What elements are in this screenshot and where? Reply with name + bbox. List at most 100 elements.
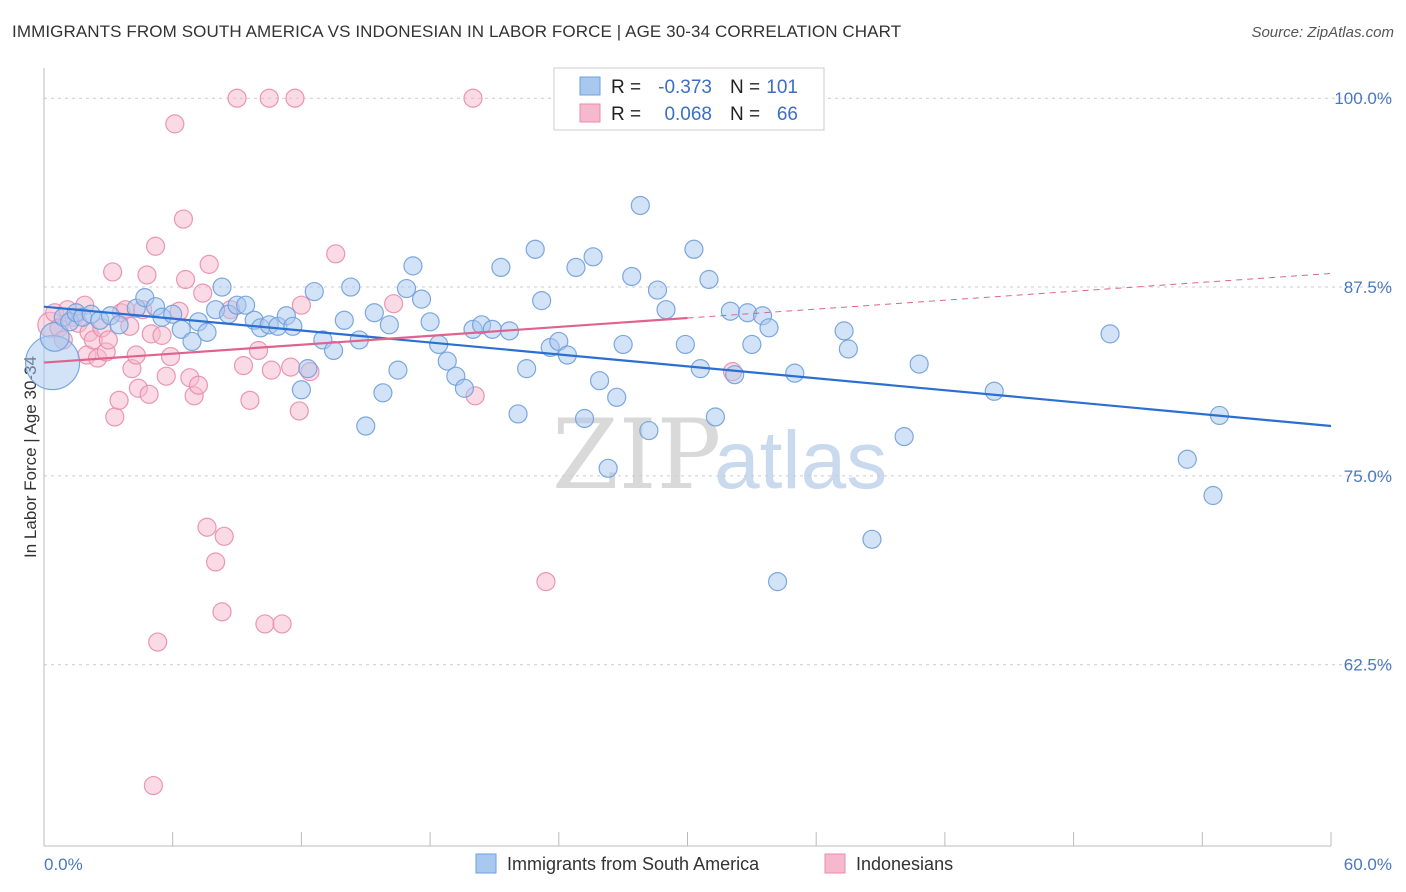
indonesians-point-65: [536, 572, 556, 592]
south-america-point-79: [699, 269, 719, 290]
south-america-point-34: [323, 340, 344, 361]
chart-title: IMMIGRANTS FROM SOUTH AMERICA VS INDONES…: [12, 22, 902, 41]
south-america-point-82: [725, 365, 745, 385]
south-america-point-41: [379, 315, 399, 335]
stats-n-label-pink: N =: [730, 104, 760, 125]
south-america-point-97: [1203, 485, 1223, 506]
trend-line-south-america: [43, 305, 1332, 428]
legend-swatch-pink[interactable]: [824, 853, 846, 874]
legend-label-blue[interactable]: Immigrants from South America: [507, 854, 760, 874]
trend-lines: [43, 272, 1332, 428]
south-america-point-89: [834, 321, 854, 341]
indonesians-point-41: [193, 283, 213, 303]
indonesians-point-50: [240, 390, 260, 410]
indonesians-point-40: [188, 375, 209, 395]
south-america-point-29: [283, 316, 303, 336]
south-america-point-32: [304, 281, 324, 302]
indonesians-point-29: [148, 632, 168, 652]
south-america-point-16: [182, 331, 202, 352]
south-america-point-87: [767, 572, 788, 592]
south-america-point-92: [894, 427, 914, 447]
south-america-point-86: [759, 318, 779, 338]
indonesians-point-63: [463, 88, 483, 108]
indonesians-point-46: [214, 526, 234, 546]
indonesians-point-28: [145, 236, 166, 256]
indonesians-point-53: [259, 88, 279, 108]
south-america-point-65: [583, 247, 603, 267]
south-america-point-71: [630, 195, 650, 216]
stats-r-value-pink: 0.068: [664, 104, 712, 125]
stats-n-label-blue: N =: [730, 77, 760, 98]
south-america-point-39: [364, 303, 384, 323]
y-tick-label-3: 62.5%: [1344, 656, 1392, 675]
south-america-point-84: [742, 334, 762, 355]
south-america-point-88: [785, 363, 805, 383]
watermark-atlas: atlas: [714, 415, 887, 506]
south-america-point-46: [420, 312, 440, 332]
south-america-point-73: [647, 280, 668, 300]
indonesians-point-45: [212, 602, 232, 622]
south-america-point-20: [212, 277, 232, 297]
south-america-point-93: [909, 354, 929, 374]
legend-label-pink[interactable]: Indonesians: [856, 854, 953, 874]
south-america-point-68: [607, 387, 627, 407]
indonesians-point-44: [206, 552, 226, 572]
indonesians-point-54: [261, 360, 281, 380]
y-tick-label-0: 100.0%: [1334, 89, 1392, 108]
indonesians-point-31: [156, 366, 176, 386]
stats-box: R = -0.373 N = 101 R = 0.068 N = 66: [553, 67, 825, 131]
south-america-point-67: [598, 458, 618, 478]
y-tick-label-2: 75.0%: [1344, 467, 1392, 486]
south-america-point-70: [622, 266, 642, 287]
south-america-point-18: [197, 322, 217, 342]
trend-line-indonesians-extension: [687, 272, 1332, 319]
south-america-point-36: [341, 277, 361, 297]
gridlines: [44, 97, 1392, 666]
stats-swatch-blue: [579, 76, 601, 96]
south-america-point-66: [589, 371, 610, 391]
south-america-point-58: [525, 239, 545, 259]
indonesians-point-58: [289, 401, 309, 421]
south-america-point-91: [862, 529, 882, 549]
south-america-point-38: [356, 416, 376, 436]
y-axis-label: In Labor Force | Age 30-34: [21, 356, 40, 558]
south-america-point-77: [684, 239, 704, 259]
legend: Immigrants from South America Indonesian…: [475, 853, 953, 874]
stats-r-label-pink: R =: [611, 104, 641, 125]
indonesians-point-17: [109, 390, 129, 410]
south-america-point-63: [566, 257, 586, 278]
indonesians-point-33: [143, 775, 163, 796]
south-america-point-53: [482, 319, 502, 339]
south-america-point-44: [403, 256, 423, 276]
indonesians-point-48: [227, 88, 247, 108]
indonesians-point-37: [175, 269, 196, 290]
south-america-point-90: [838, 339, 858, 359]
stats-n-value-blue: 101: [766, 77, 798, 98]
south-america-point-50: [454, 378, 475, 398]
south-america-point-80: [705, 407, 725, 427]
stats-r-value-blue: -0.373: [658, 77, 712, 98]
south-america-point-81: [720, 301, 741, 321]
indonesians-point-34: [165, 114, 185, 134]
south-america-point-56: [508, 404, 528, 424]
legend-swatch-blue[interactable]: [475, 853, 497, 874]
indonesians-point-14: [98, 330, 118, 350]
chart-source: Source: ZipAtlas.com: [1251, 24, 1394, 41]
indonesians-point-43: [199, 254, 219, 274]
south-america-point-57: [517, 359, 537, 379]
indonesians-point-16: [105, 407, 125, 427]
south-america-point-9: [109, 315, 129, 335]
south-america-point-31: [298, 359, 318, 379]
south-america-point-43: [396, 278, 417, 299]
indonesians-point-32: [160, 346, 181, 367]
south-america-point-54: [491, 257, 511, 278]
south-america-point-30: [291, 380, 311, 400]
indonesians-point-36: [173, 209, 194, 229]
south-america-point-23: [236, 295, 256, 315]
stats-r-label-blue: R =: [611, 77, 641, 98]
stats-swatch-pink: [579, 103, 601, 123]
indonesians-point-62: [384, 294, 404, 314]
indonesians-point-42: [197, 517, 217, 537]
indonesians-point-51: [248, 340, 269, 361]
